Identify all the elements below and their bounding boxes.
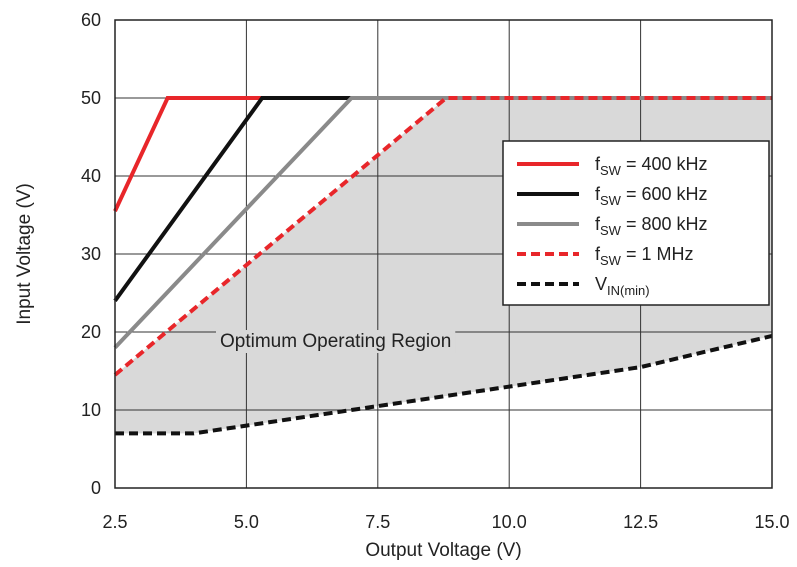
region-annotation-background	[216, 330, 456, 353]
y-tick-label-3: 30	[81, 244, 101, 264]
y-axis-title: Input Voltage (V)	[14, 183, 35, 325]
legend-label-0: fSW = 400 kHz	[595, 154, 708, 178]
legend-label-2: fSW = 800 kHz	[595, 214, 708, 238]
y-tick-label-0: 0	[91, 478, 101, 498]
plot-frame	[114, 19, 773, 489]
legend-label-1: fSW = 600 kHz	[595, 184, 708, 208]
series-layer	[113, 96, 773, 436]
series-line-3	[113, 96, 772, 377]
legend-label-4: VIN(min)	[595, 274, 650, 298]
legend-label-3: fSW = 1 MHz	[595, 244, 694, 268]
x-tick-label-5: 15.0	[754, 512, 789, 532]
y-tick-label-4: 40	[81, 166, 101, 186]
y-tick-label-2: 20	[81, 322, 101, 342]
x-tick-label-2: 7.5	[365, 512, 390, 532]
x-tick-label-4: 12.5	[623, 512, 658, 532]
plot-frame-layer	[114, 19, 773, 489]
legend: fSW = 400 kHz fSW = 600 kHz fSW = 800 kHz f…	[502, 140, 770, 306]
x-tick-label-0: 2.5	[102, 512, 127, 532]
x-tick-label-1: 5.0	[234, 512, 259, 532]
y-tick-label-1: 10	[81, 400, 101, 420]
y-tick-label-5: 50	[81, 88, 101, 108]
x-axis-title: Output Voltage (V)	[365, 540, 521, 561]
region-annotation: Optimum Operating Region	[220, 331, 451, 352]
y-tick-label-6: 60	[81, 10, 101, 30]
x-tick-label-3: 10.0	[492, 512, 527, 532]
tick-labels-layer: 2.5 5.0 7.5 10.0 12.5 15.0 0 10 20 30 40 50 60	[81, 10, 790, 532]
series-line-4	[115, 333, 773, 436]
